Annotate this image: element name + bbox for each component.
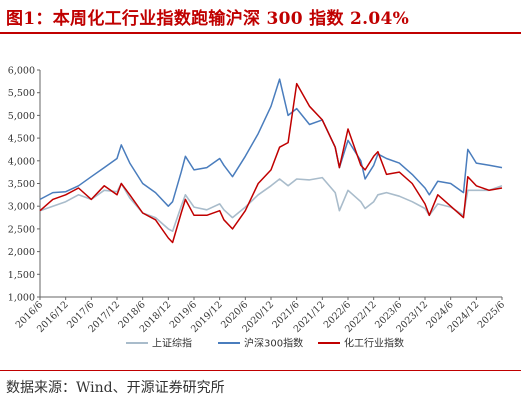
line-chart: 1,000 1,500 2,000 2,500 3,000 3,500 4,000 4,500… bbox=[8, 66, 507, 350]
x-tick-label: 2025/6 bbox=[476, 299, 507, 330]
x-axis: 2016/62016/122017/62017/122018/62018/122… bbox=[14, 296, 507, 335]
legend: 上证综指 沪深300指数 化工行业指数 bbox=[126, 337, 404, 350]
y-tick-label: 3,500 bbox=[8, 179, 35, 190]
page-title: 图1：本周化工行业指数跑输沪深 300 指数 2.04% bbox=[6, 9, 410, 29]
y-tick-label: 1,500 bbox=[8, 270, 35, 281]
series-line-0 bbox=[39, 176, 503, 232]
legend-label-0: 上证综指 bbox=[152, 337, 192, 350]
y-tick-label: 2,000 bbox=[8, 247, 35, 258]
series-line-1 bbox=[39, 78, 503, 207]
series-layer bbox=[39, 78, 503, 244]
source-note: 数据来源：Wind、开源证券研究所 bbox=[6, 380, 225, 396]
title-divider bbox=[0, 32, 521, 34]
series-line-2 bbox=[39, 82, 503, 244]
legend-label-2: 化工行业指数 bbox=[344, 337, 404, 350]
legend-label-1: 沪深300指数 bbox=[244, 337, 303, 350]
y-tick-label: 4,500 bbox=[8, 134, 35, 145]
y-tick-label: 3,000 bbox=[8, 202, 35, 213]
y-tick-label: 5,500 bbox=[8, 88, 35, 99]
y-tick-label: 1,000 bbox=[8, 293, 35, 304]
title-bar: 图1：本周化工行业指数跑输沪深 300 指数 2.04% bbox=[0, 0, 521, 32]
y-tick-label: 5,000 bbox=[8, 111, 35, 122]
y-axis: 1,000 1,500 2,000 2,500 3,000 3,500 4,000 4,500… bbox=[8, 66, 41, 304]
y-tick-label: 6,000 bbox=[8, 66, 35, 77]
y-tick-label: 2,500 bbox=[8, 224, 35, 235]
y-tick-label: 4,000 bbox=[8, 156, 35, 167]
source-divider bbox=[0, 370, 521, 371]
